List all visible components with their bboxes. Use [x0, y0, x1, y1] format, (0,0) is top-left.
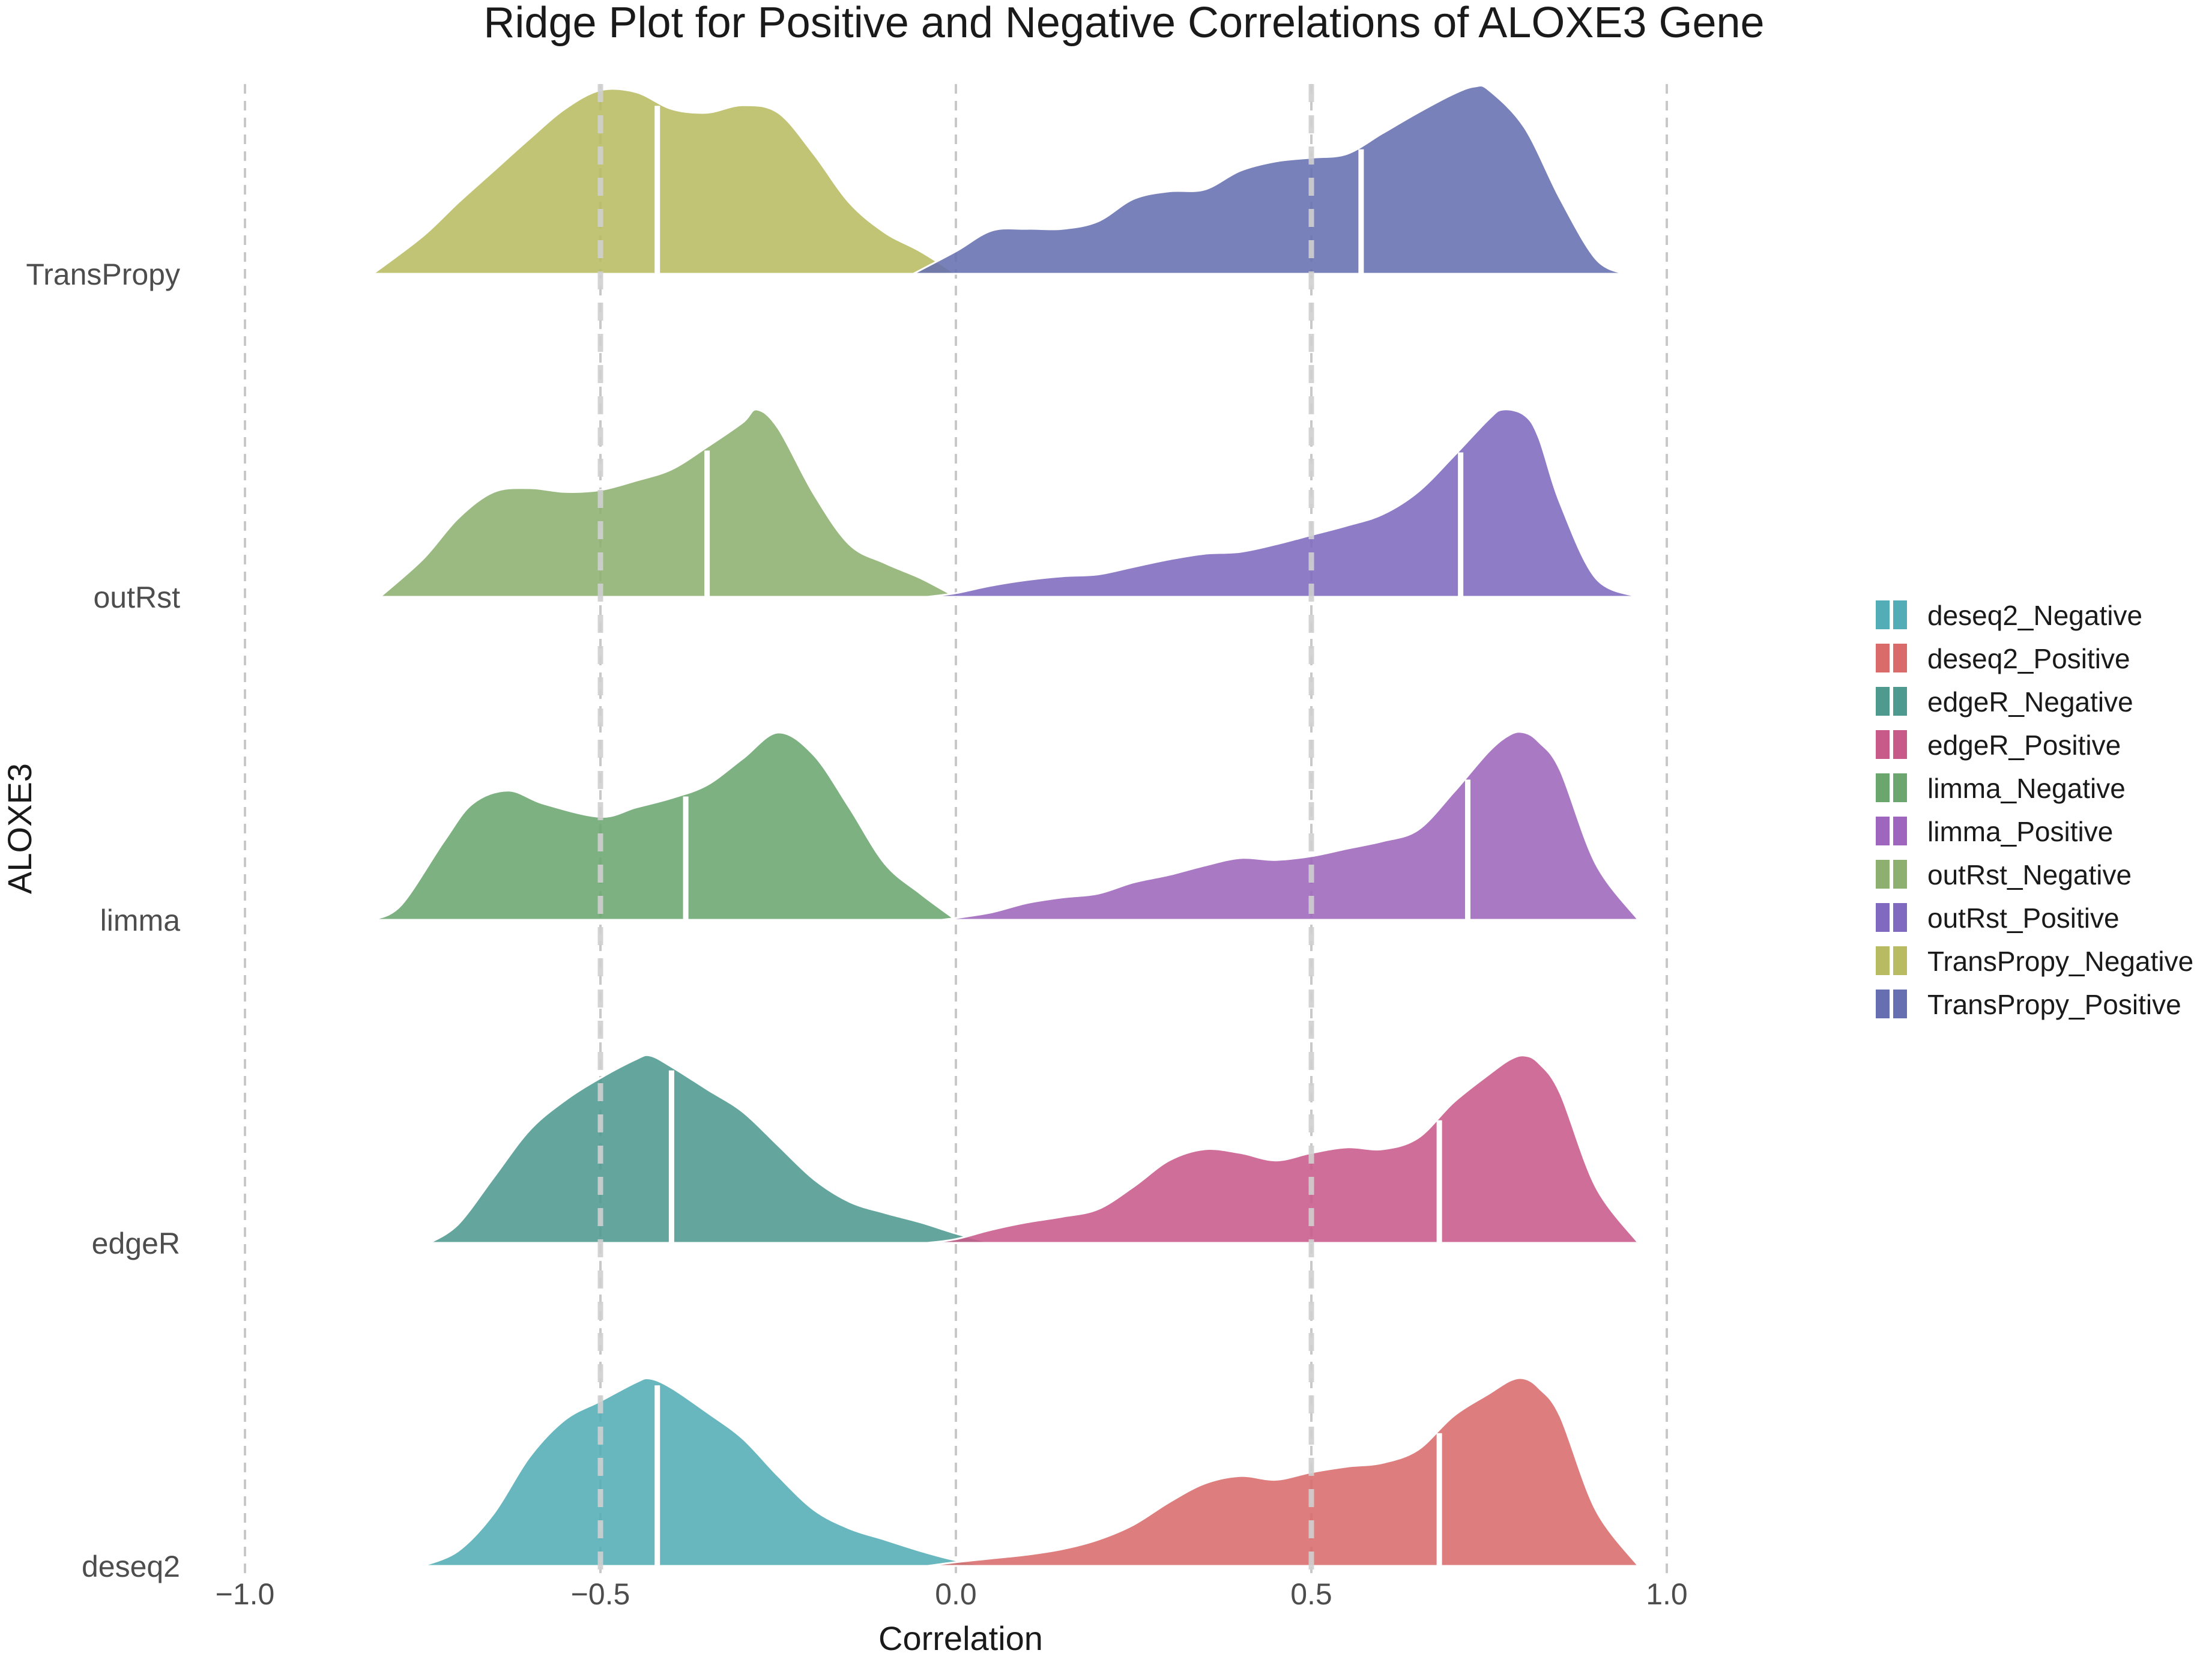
x-tick-label: −1.0 [216, 1577, 275, 1611]
y-tick-label: TransPropy [26, 258, 180, 291]
y-tick-label: edgeR [92, 1227, 180, 1260]
legend-label: deseq2_Positive [1927, 643, 2130, 674]
x-tick-label: 0.0 [935, 1577, 977, 1611]
ridge-limma_Negative [372, 731, 959, 921]
ridges [370, 84, 1640, 1567]
y-tick-labels: deseq2 edgeR limma outRst TransPropy [26, 258, 180, 1583]
legend-label: limma_Negative [1927, 773, 2126, 804]
chart-title: Ridge Plot for Positive and Negative Cor… [483, 0, 1764, 47]
ridge-edgeR_Negative [426, 1054, 992, 1244]
x-tick-label: 1.0 [1646, 1577, 1688, 1611]
y-axis-label: ALOXE3 [1, 763, 38, 894]
x-tick-label: 0.5 [1290, 1577, 1332, 1611]
ridge-limma_Positive [941, 731, 1640, 921]
legend-label: outRst_Negative [1927, 859, 2132, 890]
legend-label: outRst_Positive [1927, 902, 2120, 934]
ridge-deseq2_Negative [422, 1377, 992, 1567]
legend-label: TransPropy_Negative [1927, 946, 2193, 977]
y-tick-label: limma [100, 904, 181, 937]
y-tick-label: outRst [93, 581, 180, 614]
ridge-TransPropy_Positive [913, 84, 1625, 275]
median-lines [654, 106, 1470, 1566]
legend-label: edgeR_Negative [1927, 686, 2133, 718]
ridge-edgeR_Positive [927, 1054, 1640, 1244]
legend-label: limma_Positive [1927, 816, 2113, 847]
x-axis-label: Correlation [878, 1619, 1043, 1657]
x-tick-label: −0.5 [571, 1577, 630, 1611]
y-tick-label: deseq2 [82, 1550, 180, 1583]
ridge-TransPropy_Negative [370, 88, 959, 275]
ridge-outRst_Negative [378, 408, 956, 598]
legend: deseq2_Negative deseq2_Positive edgeR_Nega… [1876, 600, 2193, 1020]
legend-label: edgeR_Positive [1927, 730, 2121, 761]
legend-label: TransPropy_Positive [1927, 989, 2181, 1020]
legend-label: deseq2_Negative [1927, 600, 2142, 631]
ridge-deseq2_Positive [927, 1377, 1640, 1567]
ridge-outRst_Positive [927, 408, 1639, 598]
x-tick-labels: −1.0 −0.5 0.0 0.5 1.0 [216, 1577, 1688, 1611]
